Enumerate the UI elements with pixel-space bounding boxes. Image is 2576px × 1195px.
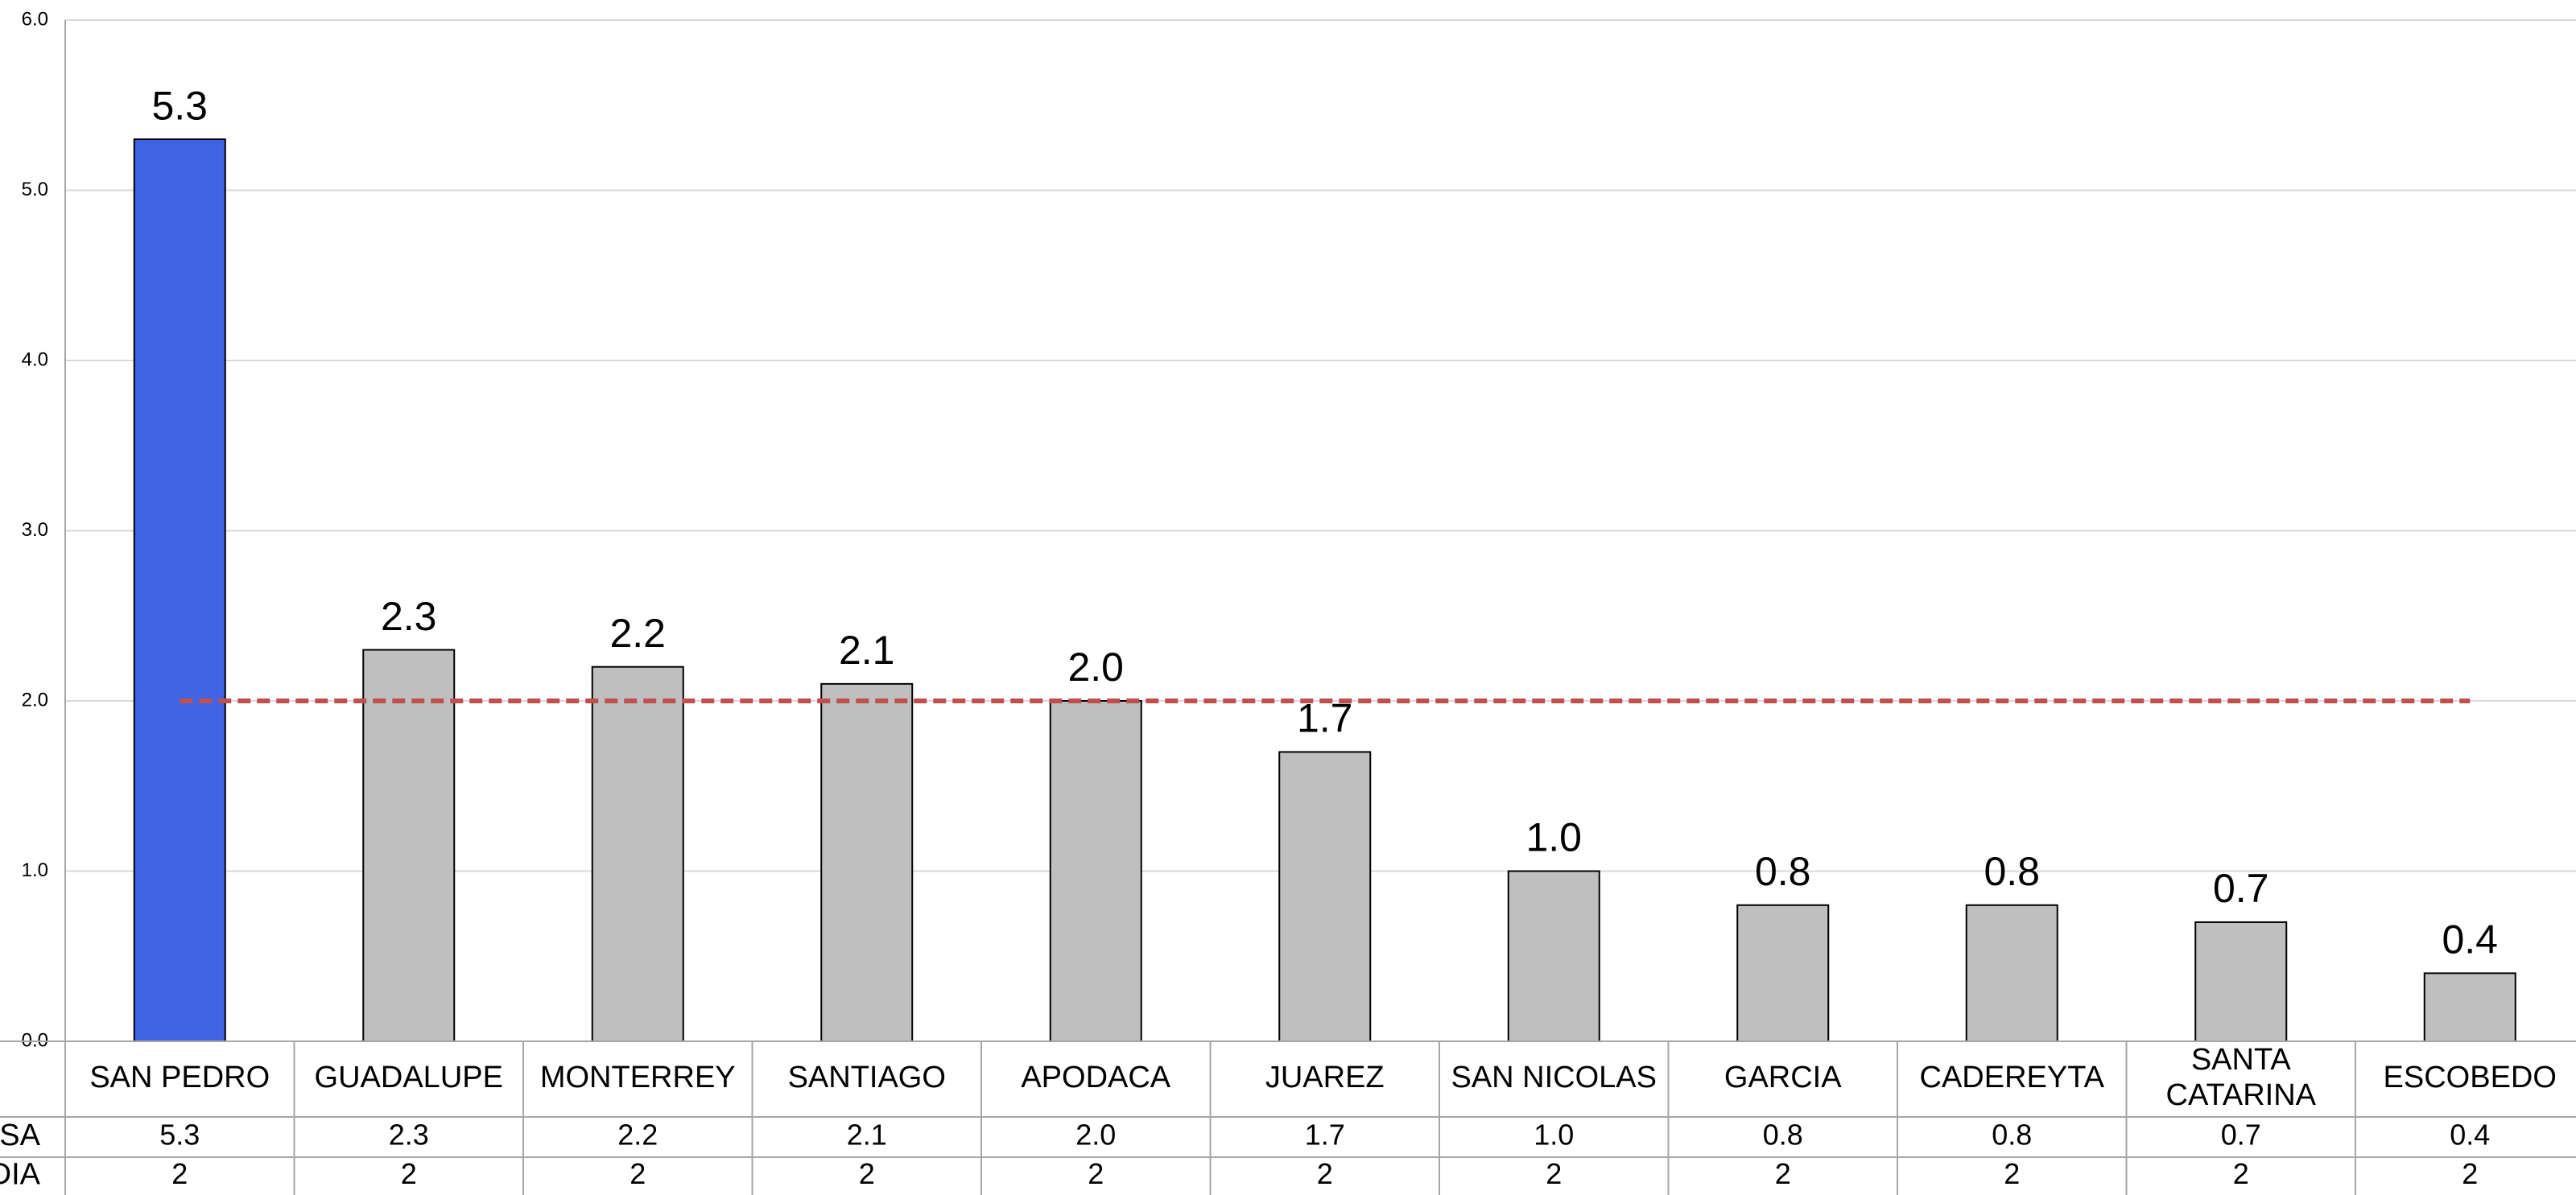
bar-santiago — [820, 682, 914, 1042]
table-cell: 2 — [171, 1157, 188, 1190]
bar-apodaca — [1049, 700, 1142, 1042]
bar-value-label: 2.1 — [839, 628, 895, 673]
y-tick-label: 5.0 — [22, 179, 48, 200]
table-cell: 2.0 — [1075, 1119, 1116, 1152]
y-tick-label: 0.0 — [22, 1029, 48, 1051]
table-cell: 2 — [630, 1157, 646, 1190]
table-cell: 0.8 — [1992, 1119, 2032, 1152]
bar-escobedo — [2423, 972, 2516, 1043]
y-tick-label: 6.0 — [22, 8, 48, 30]
x-tick-label-line: SANTA — [2191, 1043, 2292, 1077]
x-tick-label: CADEREYTA — [1920, 1061, 2105, 1094]
table-cell: 1.7 — [1305, 1119, 1345, 1152]
table-cell: 2 — [1088, 1157, 1104, 1190]
table-cell: 0.7 — [2221, 1119, 2261, 1152]
x-tick-label: SANTIAGO — [788, 1061, 946, 1094]
bar-garcia — [1736, 904, 1830, 1043]
x-tick-label: ESCOBEDO — [2384, 1061, 2557, 1094]
bar-value-label: 0.4 — [2442, 917, 2498, 962]
x-tick-label: JUAREZ — [1265, 1061, 1385, 1094]
bar-value-label: 2.0 — [1067, 645, 1124, 690]
x-tick-label: MONTERREY — [540, 1061, 736, 1094]
x-tick-label: SAN PEDRO — [89, 1061, 270, 1094]
x-tick-label-line: CATARINA — [2166, 1078, 2317, 1112]
y-tick-label: 4.0 — [22, 348, 48, 370]
bar-value-label: 0.7 — [2213, 866, 2269, 911]
bar-value-label: 5.3 — [151, 83, 208, 128]
y-tick-label: 2.0 — [22, 689, 48, 711]
y-tick-label: 1.0 — [22, 859, 48, 881]
table-cell: 2.1 — [847, 1119, 887, 1152]
bar-santa-catarina — [2194, 921, 2288, 1042]
bar-value-label: 2.3 — [381, 594, 437, 639]
bar-value-label: 1.0 — [1525, 815, 1582, 860]
bar-guadalupe — [362, 649, 456, 1042]
x-tick-label: SAN NICOLAS — [1451, 1061, 1657, 1094]
table-cell: 2 — [2004, 1157, 2020, 1190]
bar-value-label: 0.8 — [1755, 849, 1811, 894]
x-tick-label: APODACA — [1021, 1061, 1170, 1094]
bar-value-label: 2.2 — [609, 611, 666, 656]
bar-san-pedro — [133, 138, 226, 1042]
table-cell: 2 — [2233, 1157, 2249, 1190]
table-cell: 2 — [401, 1157, 417, 1190]
table-cell: 0.8 — [1763, 1119, 1803, 1152]
y-tick-label: 3.0 — [22, 519, 48, 541]
x-tick-label: GUADALUPE — [315, 1061, 503, 1094]
x-tick-label: GARCIA — [1724, 1061, 1842, 1094]
table-cell: 0.4 — [2450, 1119, 2490, 1152]
bar-value-label: 0.8 — [1984, 849, 2040, 894]
table-row-label: MEDIA — [0, 1158, 41, 1192]
bar-san-nicolas — [1507, 870, 1600, 1042]
x-tick-label: SANTA CATARINA — [2166, 1043, 2317, 1112]
table-cell: 2 — [1546, 1157, 1562, 1190]
table-cell: 5.3 — [159, 1119, 200, 1152]
table-cell: 2 — [859, 1157, 875, 1190]
bar-monterrey — [591, 665, 684, 1042]
table-cell: 2 — [1775, 1157, 1791, 1190]
table-cell: 2.3 — [389, 1119, 429, 1152]
bar-cadereyta — [1965, 904, 2058, 1043]
table-cell: 2.2 — [617, 1119, 658, 1152]
table-cell: 2 — [1317, 1157, 1333, 1190]
table-cell: 2 — [2462, 1157, 2478, 1190]
table-cell: 1.0 — [1534, 1119, 1574, 1152]
bar-juarez — [1278, 751, 1372, 1042]
